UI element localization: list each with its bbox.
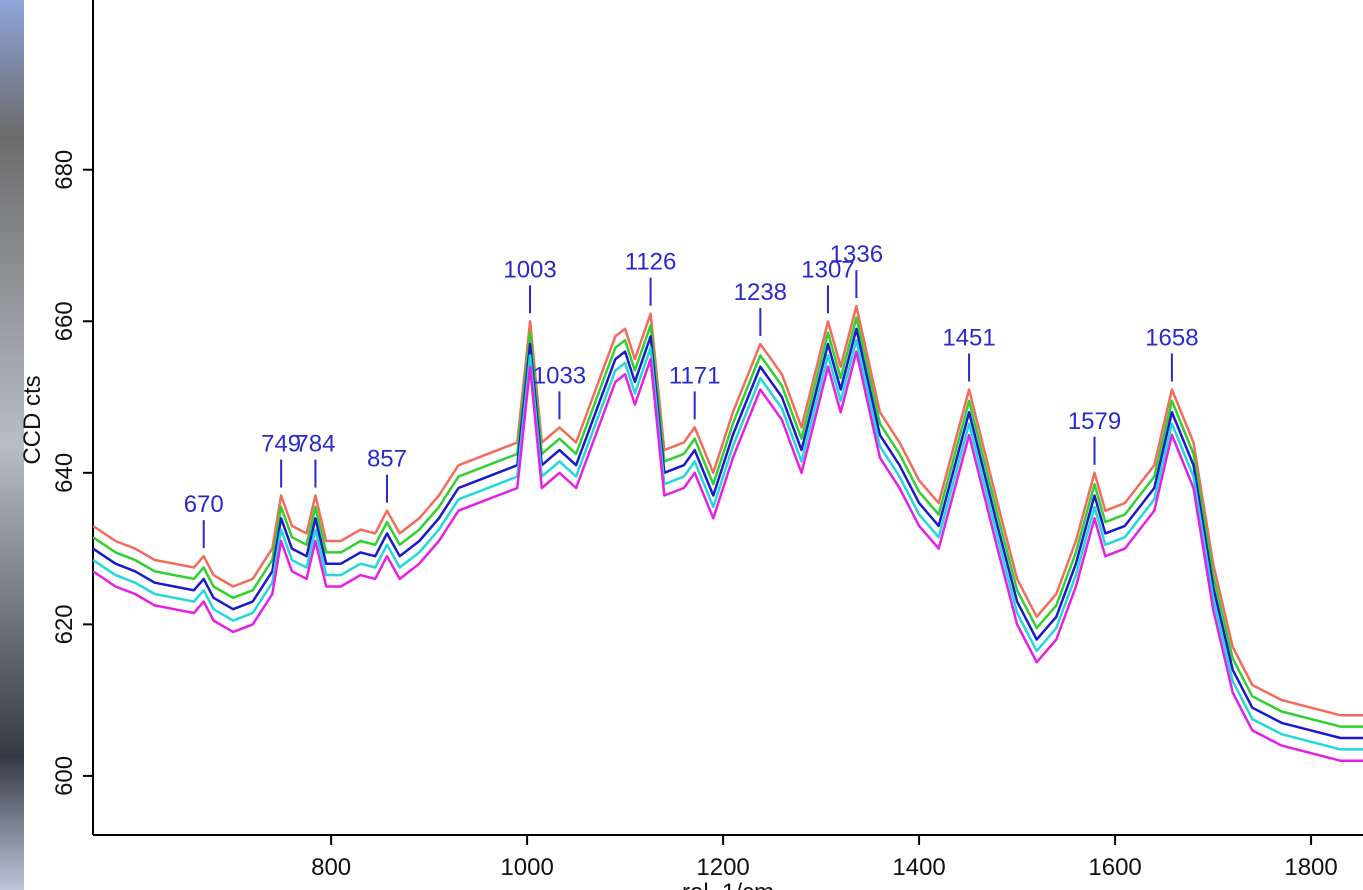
peak-label: 1336 <box>830 241 883 268</box>
peak-label: 749 <box>261 431 301 458</box>
peak-label: 1579 <box>1068 408 1121 435</box>
spectrum-line <box>93 304 1363 717</box>
y-tick-label: 640 <box>51 453 78 493</box>
y-tick-label: 660 <box>51 301 78 341</box>
spectrum-line <box>93 327 1363 740</box>
x-axis-label: rel. 1/cm <box>682 879 774 890</box>
y-tick-label: 680 <box>51 150 78 190</box>
peak-label: 1033 <box>533 362 586 389</box>
x-tick-label: 1600 <box>1088 854 1141 881</box>
y-tick-label: 620 <box>51 604 78 644</box>
peak-label: 784 <box>295 431 335 458</box>
peak-label: 1171 <box>669 362 721 389</box>
x-tick-label: 1800 <box>1284 854 1337 881</box>
y-tick-label: 600 <box>51 756 78 796</box>
plot-area <box>93 304 1363 762</box>
x-tick-label: 1200 <box>696 854 749 881</box>
peak-label: 1658 <box>1145 324 1198 351</box>
peak-label: 1307 <box>801 256 854 283</box>
peak-label: 1238 <box>734 279 787 306</box>
peak-label: 1003 <box>503 256 556 283</box>
y-axis-label: CCD cts <box>19 375 46 464</box>
peak-label: 857 <box>367 446 407 473</box>
x-tick-label: 800 <box>311 854 351 881</box>
spectrum-line <box>93 350 1363 762</box>
peak-label: 670 <box>184 491 224 518</box>
spectrum-line <box>93 338 1363 751</box>
background-strip <box>0 0 24 890</box>
x-tick-label: 1400 <box>892 854 945 881</box>
peak-label: 1451 <box>942 324 995 351</box>
peak-label: 1126 <box>625 249 677 276</box>
spectrum-line <box>93 316 1363 728</box>
x-tick-label: 1000 <box>500 854 553 881</box>
